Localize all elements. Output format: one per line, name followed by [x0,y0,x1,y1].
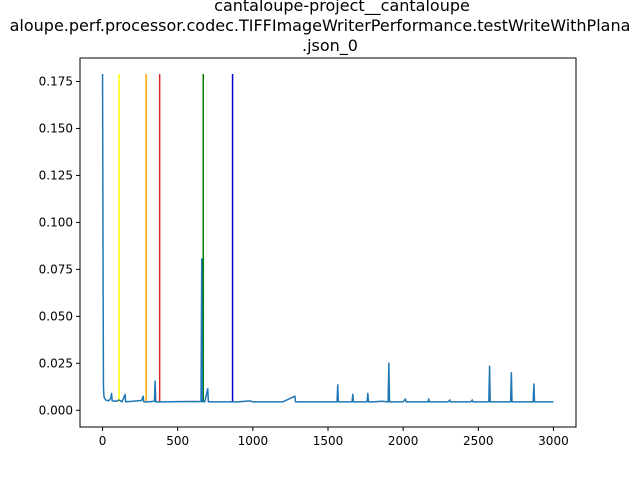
axes-frame [79,57,577,428]
chart-title-line-3: .json_0 [302,36,358,56]
series-line [101,73,554,403]
chart-title-line-2: aloupe.perf.processor.codec.TIFFImageWri… [10,16,631,35]
y-tick-label: 0.000 [39,403,73,417]
x-tick-label: 1500 [313,434,344,448]
x-axis: 0 500 1000 1500 2000 2500 3000 [99,427,569,448]
y-tick-label: 0.025 [39,356,73,370]
data-series [101,73,554,403]
chart-title: cantaloupe-project__cantaloupe aloupe.pe… [10,0,631,56]
y-tick-label: 0.125 [39,168,73,182]
chart-title-line-1: cantaloupe-project__cantaloupe [214,0,470,16]
x-tick-label: 2500 [463,434,494,448]
x-tick-label: 500 [166,434,189,448]
y-tick-label: 0.175 [39,74,73,88]
y-tick-label: 0.150 [39,121,73,135]
y-tick-label: 0.100 [39,215,73,229]
x-tick-label: 2000 [388,434,419,448]
y-tick-label: 0.075 [39,262,73,276]
y-tick-label: 0.050 [39,309,73,323]
x-tick-label: 0 [99,434,107,448]
y-axis: 0.000 0.025 0.050 0.075 0.100 0.125 0.150 0.175 [39,74,80,417]
marker-lines [118,73,234,402]
x-tick-label: 1000 [238,434,269,448]
x-tick-label: 3000 [538,434,569,448]
